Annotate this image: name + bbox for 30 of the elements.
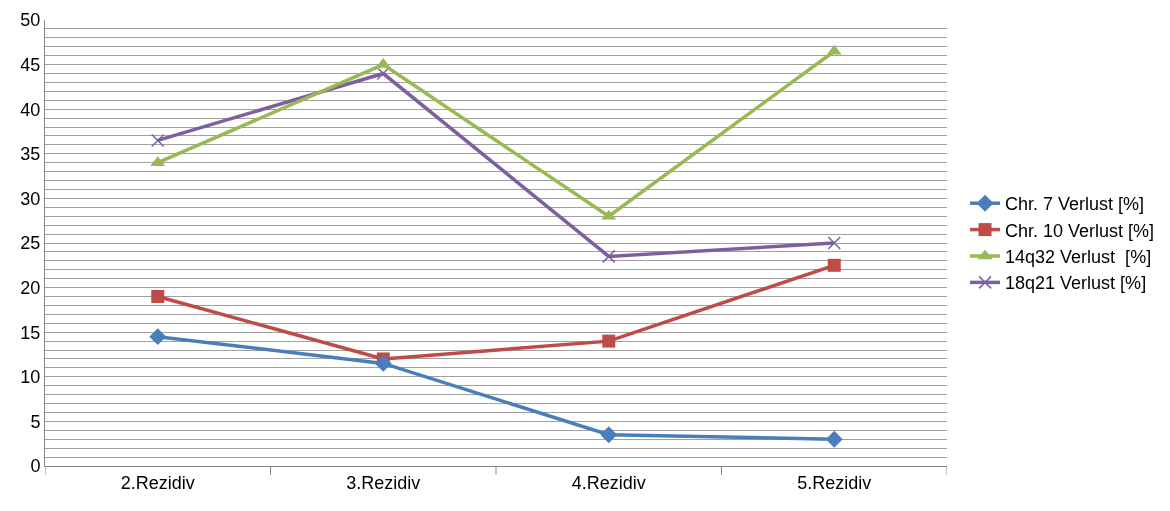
x-tick-label: 4.Rezidiv bbox=[571, 472, 646, 493]
legend-label: 14q32 Verlust [%] bbox=[1005, 247, 1152, 268]
y-tick-label: 35 bbox=[20, 144, 41, 165]
point bbox=[602, 334, 616, 348]
y-tick-label: 20 bbox=[20, 277, 41, 298]
y-tick-label: 30 bbox=[20, 188, 41, 209]
x-tick-label: 3.Rezidiv bbox=[346, 472, 421, 493]
y-tick-label: 50 bbox=[20, 10, 41, 31]
legend-label: Chr. 10 Verlust [%] bbox=[1005, 220, 1155, 241]
y-tick-label: 25 bbox=[20, 233, 41, 254]
point bbox=[151, 290, 165, 304]
legend-label: Chr. 7 Verlust [%] bbox=[1005, 194, 1145, 215]
point bbox=[151, 133, 165, 148]
point bbox=[602, 249, 616, 264]
point bbox=[825, 430, 843, 448]
point bbox=[149, 328, 167, 346]
y-tick-label: 0 bbox=[30, 456, 41, 477]
legend-label: 18q21 Verlust [%] bbox=[1005, 273, 1147, 294]
x-tick-label: 2.Rezidiv bbox=[120, 472, 195, 493]
point bbox=[827, 258, 841, 272]
y-tick-label: 10 bbox=[20, 367, 41, 388]
point bbox=[376, 66, 390, 81]
x-tick-label: 5.Rezidiv bbox=[797, 472, 872, 493]
y-tick-label: 15 bbox=[20, 322, 41, 343]
point bbox=[374, 354, 392, 372]
point bbox=[827, 236, 841, 250]
y-tick-label: 40 bbox=[20, 99, 41, 120]
point bbox=[600, 426, 618, 444]
y-tick-label: 5 bbox=[30, 411, 41, 432]
y-tick-label: 45 bbox=[20, 54, 41, 75]
